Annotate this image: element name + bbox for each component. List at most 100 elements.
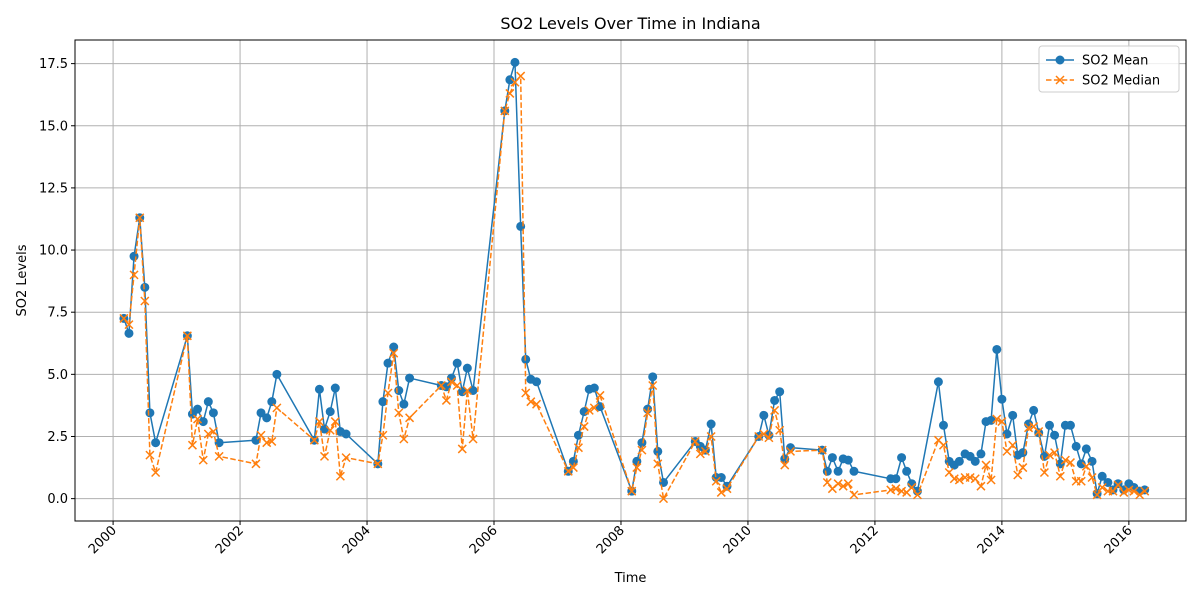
mean-point [902, 466, 912, 476]
median-point [627, 486, 637, 496]
mean-point [1050, 430, 1060, 440]
y-tick-label: 5.0 [47, 368, 68, 383]
median-point [822, 477, 832, 488]
mean-point [389, 342, 399, 352]
median-point [785, 446, 796, 456]
y-tick-label: 17.5 [39, 57, 68, 72]
median-point [1044, 450, 1055, 460]
median-point [1008, 440, 1018, 450]
median-point [722, 484, 732, 494]
mean-point [267, 397, 277, 407]
mean-point [637, 438, 647, 448]
median-point [389, 348, 399, 358]
mean-point [938, 420, 948, 430]
mean-point [341, 429, 351, 439]
mean-point [849, 466, 859, 476]
median-point [436, 380, 446, 391]
median-point [500, 106, 510, 116]
median-point [700, 446, 710, 456]
mean-point [1008, 410, 1018, 420]
mean-point [933, 377, 943, 387]
median-point [970, 474, 980, 484]
median-point [759, 429, 769, 439]
median-point [394, 408, 404, 418]
median-point [986, 475, 996, 485]
mean-point [759, 410, 769, 420]
median-point [309, 435, 319, 445]
median-point [151, 467, 161, 478]
median-point [632, 463, 642, 473]
median-point [1055, 471, 1065, 481]
legend-label: SO2 Median [1082, 74, 1160, 89]
median-point [584, 405, 594, 415]
median-point [716, 487, 726, 497]
mean-point [976, 449, 986, 459]
median-point [505, 88, 515, 98]
median-point [378, 430, 388, 440]
plot-frame [74, 39, 1187, 522]
mean-point [954, 456, 964, 466]
mean-point [140, 282, 150, 292]
median-point [526, 397, 536, 407]
median-point [891, 484, 901, 494]
median-point [140, 296, 150, 306]
median-point [1034, 426, 1044, 437]
median-point [775, 425, 785, 435]
y-tick-label: 15.0 [39, 119, 68, 134]
mean-point [1065, 420, 1075, 430]
median-point [1135, 490, 1145, 500]
mean-point [262, 413, 272, 423]
mean-point [992, 344, 1002, 354]
mean-point [314, 384, 324, 394]
median-point [976, 481, 986, 491]
legend-marker [1055, 75, 1065, 85]
median-point [568, 463, 578, 473]
median-point [589, 403, 599, 413]
median-point [1097, 482, 1107, 492]
median-point [182, 331, 192, 341]
median-point [992, 414, 1002, 424]
mean-point [589, 383, 599, 393]
median-point [325, 425, 335, 435]
median-point [319, 451, 330, 461]
median-point [314, 417, 324, 427]
legend-item-mean: SO2 Mean [1046, 54, 1148, 69]
median-point [711, 476, 721, 486]
chart-title: SO2 Levels Over Time in Indiana [500, 14, 760, 33]
y-tick-label: 0.0 [47, 492, 68, 507]
median-point [1060, 455, 1070, 465]
median-point [452, 380, 462, 391]
median-point [441, 395, 451, 405]
mean-point [151, 438, 161, 448]
mean-point [256, 408, 266, 418]
median-point [145, 450, 155, 460]
mean-point [1113, 479, 1123, 489]
mean-point [532, 377, 542, 387]
mean-point [272, 369, 282, 379]
median-point [563, 466, 573, 476]
median-point [817, 445, 827, 455]
y-tick-label: 2.5 [47, 430, 68, 445]
mean-point [203, 397, 213, 407]
median-point [770, 405, 780, 415]
median-point [838, 481, 848, 491]
median-point [251, 459, 261, 469]
median-point [690, 436, 700, 446]
median-point [119, 313, 129, 323]
median-point [653, 459, 663, 469]
median-point [198, 455, 208, 465]
median-point [373, 459, 383, 469]
median-point [764, 433, 774, 443]
mean-point [986, 415, 996, 425]
median-point [330, 417, 340, 427]
median-point [468, 434, 478, 444]
median-point [203, 429, 213, 439]
median-point [1119, 487, 1129, 497]
mean-point [833, 466, 843, 476]
median-point [124, 320, 134, 330]
mean-point [970, 456, 980, 466]
median-point [187, 440, 197, 450]
median-point [595, 390, 605, 400]
median-point [938, 440, 949, 450]
